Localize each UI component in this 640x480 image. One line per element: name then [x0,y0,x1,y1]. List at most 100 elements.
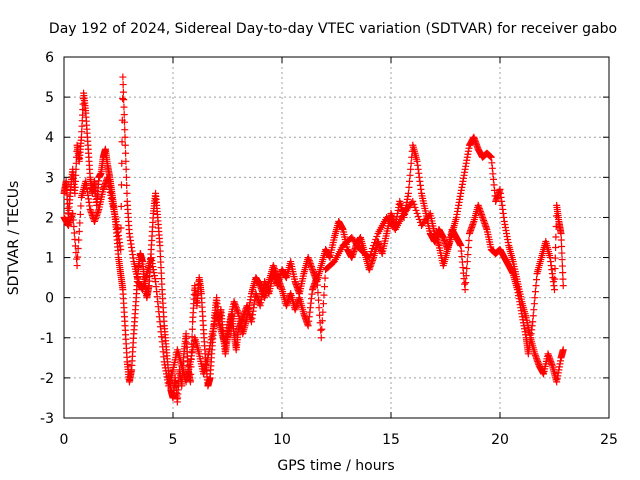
data-point [316,311,324,319]
data-point [71,189,79,197]
data-point [412,206,420,214]
data-point [367,248,375,256]
data-point [559,275,567,283]
data-point [122,149,130,157]
data-point [411,203,419,211]
data-point [74,245,82,253]
data-point [409,197,417,205]
data-point [117,224,125,232]
data-point [462,272,470,280]
data-point [72,171,80,179]
data-point [121,141,129,149]
data-point [404,189,412,197]
y-axis-label: SDTVAR / TECUs [6,181,22,296]
data-point [551,275,559,283]
plot-frame [63,56,610,419]
data-point [463,258,471,266]
x-tick-label: 5 [169,432,178,448]
y-axis-ticks: -3 -2 -1 0 1 2 3 4 5 6 [40,50,609,427]
data-point [461,286,469,294]
data-point [71,177,79,185]
data-point [119,81,127,89]
data-point [559,282,567,290]
data-point [69,216,77,224]
y-tick-label: 5 [45,90,54,106]
data-point [319,308,327,316]
data-point [75,227,83,235]
data-point [551,254,559,262]
data-point [70,229,78,237]
data-point [120,103,128,111]
data-point [531,288,539,296]
data-point [406,177,414,185]
data-point [120,118,128,126]
data-point [319,300,327,308]
data-point [531,294,539,302]
data-point [529,312,537,320]
data-point [75,236,83,244]
data-point [318,317,326,325]
data-point [315,304,323,312]
data-point [122,173,130,181]
data-point [464,244,472,252]
data-point [529,318,537,326]
data-point [558,262,566,270]
data-point [406,171,414,179]
data-point [530,300,538,308]
data-point [119,88,127,96]
data-point [122,157,130,165]
x-tick-label: 10 [273,432,291,448]
y-tick-label: -3 [40,411,54,427]
data-point [405,183,413,191]
data-point [71,183,79,191]
data-point [368,245,376,253]
y-tick-label: 1 [45,251,54,267]
x-tick-label: 0 [60,432,69,448]
data-point [413,209,421,217]
data-point [318,325,326,333]
data-point [425,211,433,219]
x-axis-ticks: 0 5 10 15 20 25 [60,57,618,448]
data-point [314,289,322,297]
data-point [70,222,78,230]
data-point [117,202,125,210]
data-point [72,165,80,173]
data-point [558,256,566,264]
chart-title: Day 192 of 2024, Sidereal Day-to-day VTE… [49,21,617,37]
data-point [73,262,81,270]
y-tick-label: 2 [45,210,54,226]
data-point [188,325,196,333]
data-point [118,138,126,146]
data-point [320,291,328,299]
data-point [558,243,566,251]
data-point [415,215,423,223]
data-point [119,95,127,103]
data-point [120,111,128,119]
data-point [122,165,130,173]
data-point [557,236,565,244]
data-point [69,209,77,217]
data-point [315,296,323,304]
x-tick-label: 20 [491,432,509,448]
data-points [60,73,567,406]
data-point [123,189,131,197]
data-point [530,306,538,314]
data-point [77,202,85,210]
x-tick-label: 25 [600,432,618,448]
data-point [552,244,560,252]
x-tick-label: 15 [382,432,400,448]
y-tick-label: 3 [45,170,54,186]
data-point [313,281,321,289]
data-point [373,232,381,240]
data-point [366,251,374,259]
data-point [532,282,540,290]
data-point [72,249,80,257]
data-point [464,251,472,259]
data-point [121,133,129,141]
data-point [321,274,329,282]
y-tick-label: -1 [40,331,54,347]
data-point [76,219,84,227]
data-point [76,210,84,218]
data-point [372,236,380,244]
